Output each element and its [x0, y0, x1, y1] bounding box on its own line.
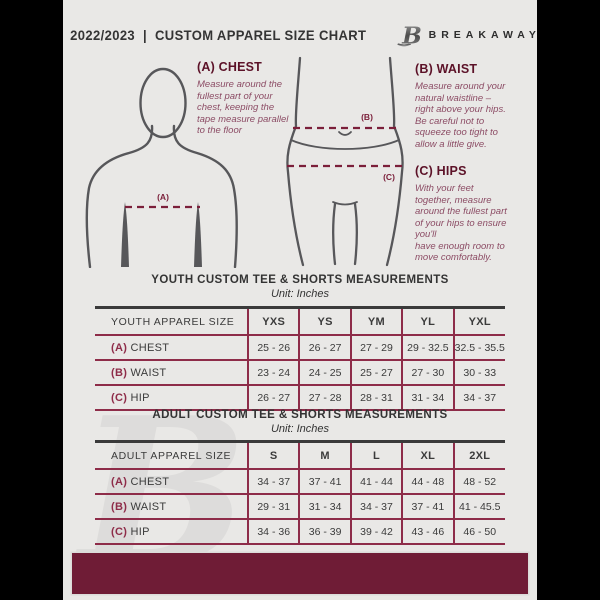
size-value-cell: 34 - 37 [246, 469, 300, 495]
chest-instructions: Measure around the fullest part of your … [197, 79, 289, 137]
youth-size-table: YOUTH APPAREL SIZE YXS YS YM YL YXL (A) CHEST 2… [95, 306, 505, 411]
apparel-size-label-header: YOUTH APPAREL SIZE [95, 306, 248, 336]
size-value-cell: 27 - 29 [349, 335, 403, 361]
size-value-cell: 27 - 28 [298, 385, 351, 411]
marker-letter: (C) [111, 391, 128, 404]
size-value-cell: 39 - 42 [349, 519, 403, 545]
size-value-cell: 34 - 36 [246, 519, 300, 545]
size-chart-page: 2022/2023 | CUSTOM APPAREL SIZE CHART B … [63, 0, 537, 600]
hips-heading: (C) HIPS [415, 164, 467, 178]
size-column-header: YL [401, 306, 454, 336]
size-value-cell: 26 - 27 [298, 335, 351, 361]
breakaway-b-logo-icon: B [396, 22, 421, 50]
apparel-size-label-header: ADULT APPAREL SIZE [95, 440, 248, 470]
size-value-cell: 37 - 41 [298, 469, 351, 495]
adult-section-title: ADULT CUSTOM TEE & SHORTS MEASUREMENTS [152, 409, 448, 421]
page-title: 2022/2023 | CUSTOM APPAREL SIZE CHART [70, 27, 367, 43]
footer-accent-bar [72, 553, 528, 594]
size-column-header: XL [401, 440, 454, 470]
measurement-label-cell: (A) CHEST [95, 469, 248, 495]
chest-marker-label: (A) [157, 192, 169, 202]
size-table-row: (A) CHEST 34 - 37 37 - 41 41 - 44 44 - 48 48 … [95, 469, 505, 495]
size-value-cell: 23 - 24 [246, 360, 300, 386]
size-value-cell: 29 - 31 [246, 494, 300, 520]
marker-letter: (C) [111, 525, 128, 538]
lower-body-figure: (B) (C) [286, 56, 404, 267]
size-value-cell: 41 - 45.5 [452, 494, 505, 520]
marker-letter: (B) [111, 500, 128, 513]
page-header: 2022/2023 | CUSTOM APPAREL SIZE CHART B … [63, 20, 537, 50]
size-value-cell: 25 - 27 [349, 360, 403, 386]
waist-heading: (B) WAIST [415, 62, 478, 76]
size-value-cell: 34 - 37 [452, 385, 505, 411]
size-table-row: (C) HIP 34 - 36 36 - 39 39 - 42 43 - 46 46 - … [95, 519, 505, 545]
measurement-label-cell: (A) CHEST [95, 335, 248, 361]
marker-letter: (B) [111, 366, 128, 379]
size-value-cell: 37 - 41 [401, 494, 454, 520]
size-value-cell: 27 - 30 [401, 360, 454, 386]
chest-heading: (A) CHEST [197, 60, 262, 74]
marker-letter: (A) [111, 475, 128, 488]
marker-letter: (A) [111, 341, 128, 354]
size-column-header: S [246, 440, 300, 470]
size-column-header: M [298, 440, 351, 470]
measurement-label-cell: (B) WAIST [95, 494, 248, 520]
youth-section-title: YOUTH CUSTOM TEE & SHORTS MEASUREMENTS [151, 274, 449, 286]
brand-logo-group: B BREAKAWAY [396, 20, 537, 50]
size-value-cell: 25 - 26 [246, 335, 300, 361]
belly-button [338, 131, 352, 136]
size-value-cell: 31 - 34 [298, 494, 351, 520]
hips-marker-label: (C) [383, 172, 395, 182]
adult-size-table: ADULT APPAREL SIZE S M L XL 2XL (A) CHEST 34 - … [95, 440, 505, 545]
size-table-row: (C) HIP 26 - 27 27 - 28 28 - 31 31 - 34 34 - … [95, 385, 505, 411]
size-value-cell: 26 - 27 [246, 385, 300, 411]
size-table-row: (B) WAIST 29 - 31 31 - 34 34 - 37 37 - 41 41 … [95, 494, 505, 520]
size-value-cell: 32.5 - 35.5 [452, 335, 505, 361]
size-value-cell: 46 - 50 [452, 519, 505, 545]
size-value-cell: 44 - 48 [401, 469, 454, 495]
size-value-cell: 28 - 31 [349, 385, 403, 411]
hips-instruction-block: (C) HIPS With your feet together, measur… [415, 164, 533, 264]
waist-instruction-block: (B) WAIST Measure around your natural wa… [415, 62, 527, 150]
waist-instructions: Measure around your natural waistline – … [415, 81, 506, 150]
measurement-label-cell: (C) HIP [95, 519, 248, 545]
upper-body-figure: (A) [85, 67, 238, 268]
size-value-cell: 48 - 52 [452, 469, 505, 495]
measurement-label-cell: (C) HIP [95, 385, 248, 411]
size-column-header: 2XL [452, 440, 505, 470]
waistband-curve [290, 139, 400, 150]
size-column-header: YS [298, 306, 351, 336]
chest-instruction-block: (A) CHEST Measure around the fullest par… [197, 60, 313, 137]
size-column-header: YM [349, 306, 403, 336]
size-table-row: (A) CHEST 25 - 26 26 - 27 27 - 29 29 - 32.5 3… [95, 335, 505, 361]
size-value-cell: 43 - 46 [401, 519, 454, 545]
size-table-header-row: YOUTH APPAREL SIZE YXS YS YM YL YXL [95, 306, 505, 336]
hips-instructions: With your feet together, measure around … [415, 183, 507, 264]
size-column-header: L [349, 440, 403, 470]
measurement-label-cell: (B) WAIST [95, 360, 248, 386]
size-value-cell: 34 - 37 [349, 494, 403, 520]
adult-unit-label: Unit: Inches [270, 423, 330, 435]
size-value-cell: 31 - 34 [401, 385, 454, 411]
figure-head [139, 67, 187, 139]
youth-unit-label: Unit: Inches [270, 288, 330, 300]
size-column-header: YXS [246, 306, 300, 336]
size-table-row: (B) WAIST 23 - 24 24 - 25 25 - 27 27 - 30 30 … [95, 360, 505, 386]
size-value-cell: 30 - 33 [452, 360, 505, 386]
size-value-cell: 41 - 44 [349, 469, 403, 495]
size-table-header-row: ADULT APPAREL SIZE S M L XL 2XL [95, 440, 505, 470]
size-column-header: YXL [452, 306, 505, 336]
waist-marker-label: (B) [361, 112, 373, 122]
size-value-cell: 36 - 39 [298, 519, 351, 545]
brand-name: BREAKAWAY [428, 29, 537, 41]
size-value-cell: 24 - 25 [298, 360, 351, 386]
size-value-cell: 29 - 32.5 [401, 335, 454, 361]
